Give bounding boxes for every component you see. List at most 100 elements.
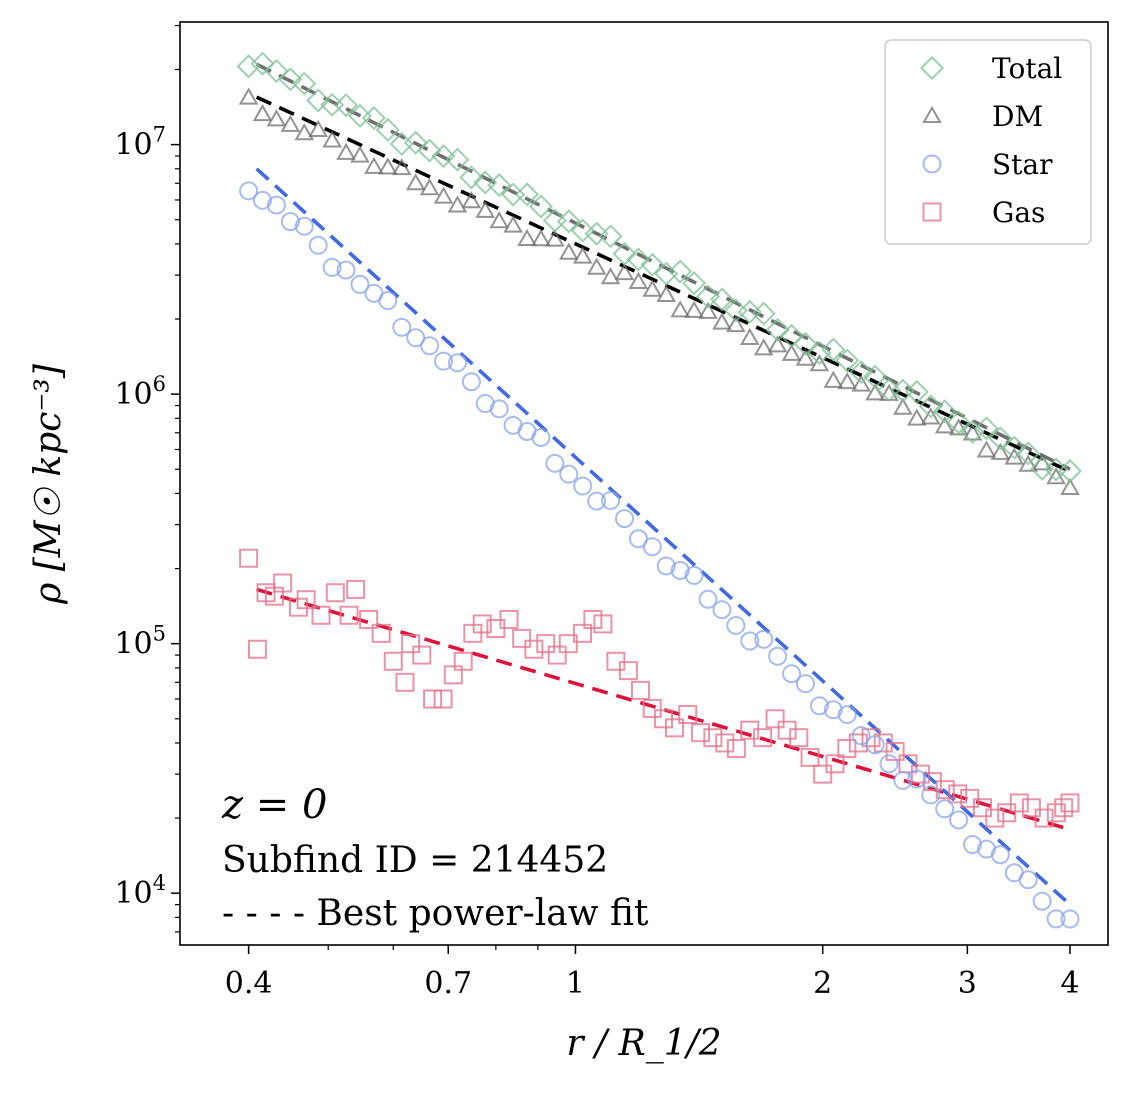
star-point: [963, 835, 983, 855]
gas-point: [972, 798, 992, 818]
dm-point: [962, 423, 983, 441]
star-point: [935, 799, 955, 819]
star-point: [239, 181, 259, 201]
gas-point: [1046, 803, 1066, 823]
star-point: [447, 353, 467, 373]
star-point: [879, 754, 899, 774]
total-point: [361, 105, 386, 131]
dm-point: [280, 114, 301, 132]
dm-point: [656, 284, 677, 303]
dm-point: [503, 215, 523, 233]
star-point: [378, 291, 398, 311]
dm-point: [976, 440, 997, 458]
total-point: [1016, 441, 1041, 466]
gas-point: [885, 741, 905, 761]
dm-point: [1018, 454, 1039, 472]
star-point: [712, 600, 732, 620]
y-axis-ticks: 104 105 106 107: [114, 24, 180, 933]
dm-point: [475, 200, 496, 218]
gas-point: [631, 680, 651, 700]
x-tick-label: 2: [813, 966, 832, 1001]
gas-point: [296, 590, 316, 610]
dm-point: [517, 228, 537, 247]
dm-point: [753, 338, 774, 356]
dm-point: [447, 195, 468, 213]
dm-point: [628, 271, 649, 290]
total-point: [737, 299, 762, 324]
dm-point: [419, 178, 440, 196]
dm-point: [642, 279, 663, 297]
legend: Total DM Star Gas: [884, 39, 1092, 245]
gas-point: [740, 720, 760, 740]
gas-point: [524, 639, 544, 659]
star-point: [795, 674, 815, 694]
gas-point: [985, 808, 1005, 828]
y-tick-label: 106: [114, 372, 166, 412]
dm-point: [461, 191, 482, 209]
total-point: [347, 103, 373, 128]
x-tick-label: 3: [958, 966, 977, 1001]
dm-point: [865, 383, 885, 401]
dm-point: [405, 173, 426, 191]
star-point: [601, 490, 621, 510]
total-point: [946, 410, 971, 435]
total-point: [988, 426, 1013, 451]
total-point: [584, 221, 609, 246]
y-axis-label: ρ [M☉ kpc⁻³]: [28, 363, 69, 605]
gas-point: [547, 645, 567, 665]
dm-point: [809, 354, 830, 372]
gas-point: [512, 628, 532, 648]
gas-point: [472, 614, 492, 634]
gas-point: [997, 803, 1017, 823]
total-point: [974, 416, 999, 441]
gas-point: [1034, 808, 1054, 828]
gas-point: [239, 548, 259, 568]
legend-gas-label: Gas: [992, 196, 1045, 229]
gas-point: [1021, 798, 1041, 818]
dm-point: [364, 156, 384, 174]
star-point: [573, 476, 593, 496]
total-point: [445, 147, 470, 172]
gas-point: [412, 645, 432, 665]
total-point: [654, 261, 679, 286]
dm-point: [795, 348, 816, 366]
star-point: [1060, 909, 1080, 929]
plot-frame: [179, 21, 1109, 946]
dm-point: [739, 327, 760, 345]
star-point: [420, 336, 440, 356]
total-point: [668, 259, 693, 284]
dm-point: [934, 416, 955, 434]
total-point: [751, 301, 776, 326]
star-point: [614, 509, 634, 529]
dm-point: [698, 301, 718, 319]
dm-point: [531, 229, 551, 247]
dm-point: [1004, 447, 1025, 465]
star-point: [837, 705, 857, 725]
dm-point: [726, 314, 746, 333]
total-point: [612, 241, 637, 266]
dm-point: [893, 397, 913, 415]
series-star: [239, 181, 1080, 929]
total-point: [292, 71, 317, 96]
series-total: [236, 51, 1083, 484]
star-point: [921, 785, 941, 805]
gas-point: [1054, 798, 1074, 818]
gas-point: [642, 698, 662, 718]
gas-point: [583, 609, 603, 629]
dm-point: [684, 300, 704, 318]
legend-dm-label: DM: [992, 100, 1043, 133]
legend-star-marker: [922, 154, 942, 174]
dm-point: [489, 211, 510, 229]
dm-point: [322, 130, 342, 148]
star-point: [949, 810, 969, 830]
star-point: [308, 235, 328, 255]
total-point: [556, 209, 581, 234]
gas-point: [777, 720, 797, 740]
legend-star-label: Star: [992, 148, 1053, 181]
dm-point: [336, 142, 356, 160]
series-gas: [239, 548, 1080, 828]
gas-point: [536, 634, 556, 654]
legend-total-marker: [919, 55, 945, 81]
gas-point: [726, 739, 746, 759]
gas-point: [325, 583, 345, 603]
